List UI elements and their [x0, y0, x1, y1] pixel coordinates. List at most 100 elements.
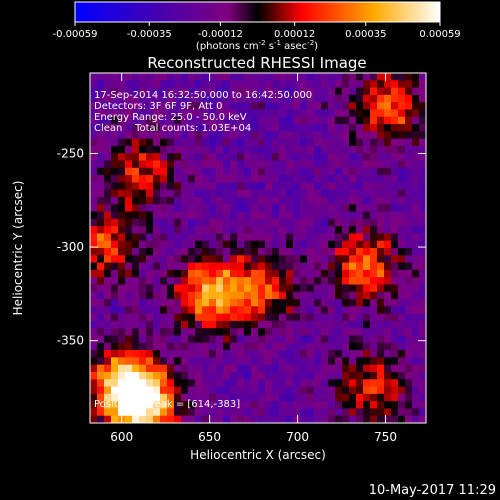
- heatmap-cell: [209, 102, 217, 110]
- heatmap-cell: [118, 233, 126, 242]
- heatmap-cell: [223, 124, 231, 132]
- heatmap-cell: [230, 335, 238, 344]
- heatmap-cell: [216, 73, 224, 81]
- heatmap-cell: [209, 291, 217, 300]
- heatmap-cell: [363, 73, 371, 81]
- heatmap-cell: [160, 233, 168, 242]
- heatmap-cell: [160, 313, 168, 322]
- heatmap-cell: [314, 211, 322, 220]
- heatmap-cell: [342, 175, 350, 183]
- heatmap-cell: [349, 182, 357, 191]
- heatmap-cell: [167, 218, 175, 227]
- heatmap-cell: [251, 131, 259, 140]
- heatmap-cell: [97, 299, 105, 307]
- heatmap-cell: [160, 364, 168, 373]
- heatmap-cell: [111, 269, 119, 278]
- heatmap-cell: [419, 306, 426, 315]
- colorbar-units: (photons cm-2 s-1 asec-2): [196, 39, 318, 52]
- heatmap-cell: [202, 262, 210, 271]
- heatmap-cell: [139, 218, 147, 227]
- heatmap-cell: [307, 189, 315, 198]
- heatmap-cell: [349, 342, 357, 351]
- heatmap-cell: [328, 371, 336, 380]
- heatmap-cell: [104, 342, 112, 351]
- heatmap-cell: [265, 145, 273, 154]
- heatmap-cell: [293, 73, 301, 81]
- heatmap-cell: [370, 291, 378, 300]
- heatmap-cell: [174, 320, 182, 329]
- heatmap-cell: [181, 102, 189, 110]
- heatmap-cell: [377, 196, 385, 205]
- heatmap-cell: [279, 167, 287, 176]
- heatmap-cell: [377, 109, 385, 118]
- heatmap-cell: [181, 124, 189, 132]
- heatmap-cell: [377, 116, 385, 125]
- heatmap-cell: [335, 277, 343, 285]
- heatmap-cell: [181, 255, 189, 264]
- heatmap-cell: [391, 357, 399, 366]
- heatmap-cell: [419, 299, 426, 307]
- heatmap-cell: [111, 313, 119, 322]
- heatmap-cell: [300, 131, 308, 140]
- heatmap-cell: [181, 306, 189, 315]
- heatmap-cell: [132, 102, 140, 110]
- heatmap-cell: [286, 240, 294, 249]
- heatmap-cell: [90, 240, 98, 249]
- heatmap-cell: [391, 175, 399, 183]
- heatmap-cell: [167, 102, 175, 110]
- heatmap-cell: [244, 189, 252, 198]
- heatmap-cell: [104, 350, 112, 358]
- heatmap-cell: [97, 167, 105, 176]
- heatmap-cell: [90, 116, 98, 125]
- heatmap-cell: [244, 269, 252, 278]
- heatmap-cell: [321, 401, 329, 409]
- heatmap-cell: [419, 80, 426, 89]
- heatmap-cell: [286, 204, 294, 213]
- heatmap-cell: [419, 357, 426, 366]
- heatmap-cell: [314, 255, 322, 264]
- heatmap-cell: [370, 401, 378, 409]
- heatmap-cell: [97, 131, 105, 140]
- heatmap-cell: [146, 299, 154, 307]
- heatmap-cell: [118, 124, 126, 132]
- heatmap-cell: [195, 109, 203, 118]
- heatmap-cell: [279, 145, 287, 154]
- heatmap-cell: [111, 204, 119, 213]
- heatmap-cell: [342, 218, 350, 227]
- heatmap-cell: [216, 80, 224, 89]
- heatmap-cell: [272, 277, 280, 285]
- heatmap-cell: [251, 160, 259, 169]
- heatmap-cell: [181, 357, 189, 366]
- heatmap-cell: [356, 262, 364, 271]
- heatmap-cell: [286, 131, 294, 140]
- heatmap-cell: [272, 291, 280, 300]
- heatmap-cell: [174, 386, 182, 395]
- heatmap-cell: [321, 306, 329, 315]
- heatmap-cell: [223, 248, 231, 256]
- heatmap-cell: [132, 255, 140, 264]
- heatmap-cell: [307, 342, 315, 351]
- heatmap-cell: [153, 145, 161, 154]
- heatmap-cell: [237, 233, 245, 242]
- heatmap-cell: [174, 328, 182, 336]
- heatmap-cell: [251, 408, 259, 417]
- heatmap-cell: [174, 204, 182, 213]
- heatmap-cell: [279, 80, 287, 89]
- heatmap-cell: [342, 342, 350, 351]
- heatmap-cell: [286, 379, 294, 388]
- heatmap-cell: [321, 364, 329, 373]
- heatmap-cell: [174, 299, 182, 307]
- heatmap-cell: [118, 182, 126, 191]
- heatmap-cell: [405, 415, 413, 423]
- heatmap-cell: [160, 87, 168, 96]
- heatmap-cell: [398, 182, 406, 191]
- heatmap-cell: [321, 218, 329, 227]
- heatmap-cell: [265, 189, 273, 198]
- heatmap-cell: [125, 371, 133, 380]
- heatmap-cell: [188, 182, 196, 191]
- heatmap-cell: [370, 393, 378, 402]
- heatmap-cell: [342, 364, 350, 373]
- heatmap-cell: [377, 379, 385, 388]
- heatmap-cell: [412, 182, 420, 191]
- heatmap-cell: [377, 371, 385, 380]
